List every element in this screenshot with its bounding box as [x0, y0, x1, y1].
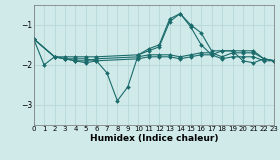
- X-axis label: Humidex (Indice chaleur): Humidex (Indice chaleur): [90, 134, 218, 143]
